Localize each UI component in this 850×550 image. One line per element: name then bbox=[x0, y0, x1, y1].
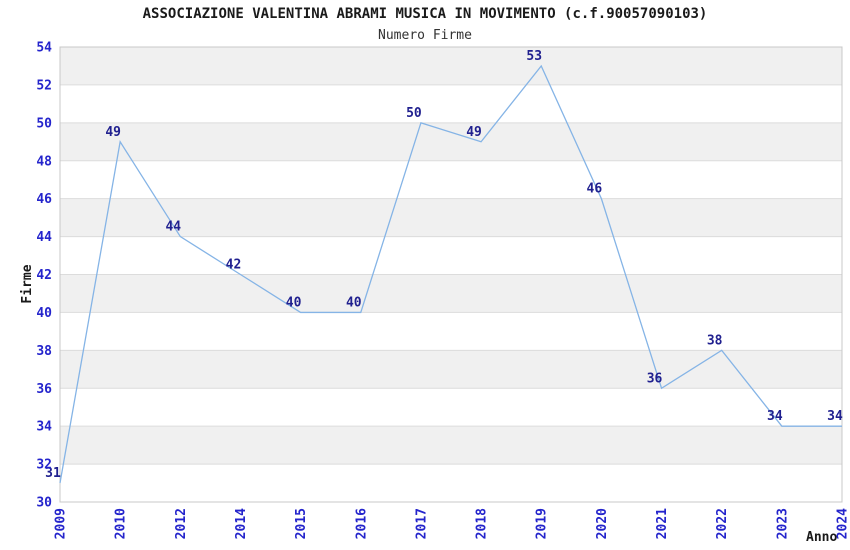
x-tick-label: 2018 bbox=[475, 508, 490, 539]
x-tick-label: 2023 bbox=[775, 508, 790, 539]
y-tick-label: 34 bbox=[36, 420, 52, 435]
x-tick-label: 2016 bbox=[354, 508, 369, 539]
y-tick-label: 52 bbox=[36, 78, 52, 93]
x-tick-label: 2009 bbox=[54, 508, 69, 539]
y-tick-label: 42 bbox=[36, 268, 52, 283]
y-tick-label: 46 bbox=[36, 192, 52, 207]
background-band bbox=[60, 426, 842, 465]
background-band bbox=[60, 198, 842, 237]
y-tick-label: 48 bbox=[36, 154, 52, 169]
chart-subtitle: Numero Firme bbox=[378, 28, 472, 43]
x-tick-label: 2024 bbox=[836, 508, 850, 539]
x-tick-label: 2017 bbox=[414, 508, 429, 539]
x-axis-label: Anno bbox=[806, 530, 838, 545]
data-point-label: 42 bbox=[226, 258, 242, 273]
background-band bbox=[60, 47, 842, 85]
y-tick-label: 38 bbox=[36, 344, 52, 359]
data-point-label: 40 bbox=[346, 295, 362, 310]
background-band bbox=[60, 350, 842, 389]
x-tick-label: 2010 bbox=[114, 508, 129, 539]
x-tick-label: 2014 bbox=[234, 508, 249, 539]
x-tick-label: 2022 bbox=[715, 508, 730, 539]
data-point-label: 34 bbox=[767, 409, 783, 424]
y-tick-label: 36 bbox=[36, 382, 52, 397]
data-point-label: 36 bbox=[647, 371, 663, 386]
y-tick-label: 40 bbox=[36, 306, 52, 321]
data-point-label: 34 bbox=[827, 409, 843, 424]
plot-border bbox=[59, 46, 843, 503]
x-tick-label: 2019 bbox=[535, 508, 550, 539]
data-point-label: 49 bbox=[105, 125, 121, 140]
x-tick-label: 2012 bbox=[174, 508, 189, 539]
data-point-label: 38 bbox=[707, 333, 723, 348]
y-tick-label: 44 bbox=[36, 230, 52, 245]
y-tick-label: 54 bbox=[36, 41, 52, 56]
y-tick-label: 32 bbox=[36, 458, 52, 473]
background-band bbox=[60, 122, 842, 161]
data-point-label: 44 bbox=[165, 220, 181, 235]
data-line bbox=[59, 64, 842, 484]
data-point-label: 50 bbox=[406, 106, 422, 121]
y-tick-label: 50 bbox=[36, 116, 52, 131]
x-tick-label: 2021 bbox=[655, 508, 670, 539]
data-point-label: 49 bbox=[466, 125, 482, 140]
background-band bbox=[60, 274, 842, 313]
data-point-label: 31 bbox=[45, 466, 61, 481]
x-tick-label: 2015 bbox=[294, 508, 309, 539]
data-point-label: 46 bbox=[587, 182, 603, 197]
data-point-label: 40 bbox=[286, 295, 302, 310]
data-point-label: 53 bbox=[526, 49, 542, 64]
x-tick-label: 2020 bbox=[595, 508, 610, 539]
y-tick-label: 30 bbox=[36, 496, 52, 511]
chart-title: ASSOCIAZIONE VALENTINA ABRAMI MUSICA IN … bbox=[142, 6, 708, 22]
